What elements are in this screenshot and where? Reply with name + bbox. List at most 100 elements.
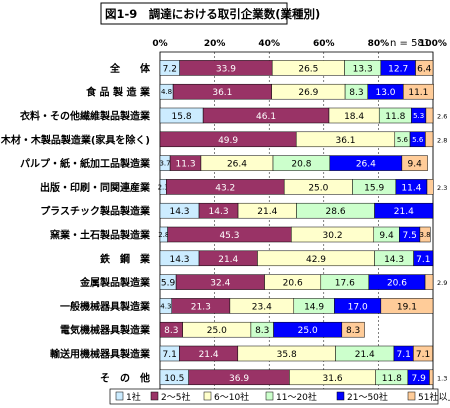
data-label: 8.3: [349, 88, 363, 98]
legend-label: 6～10社: [214, 391, 249, 403]
legend-swatch: [150, 391, 159, 401]
data-label: 26.4: [227, 160, 247, 170]
bar-segment: [401, 155, 428, 171]
data-label: 4.3: [160, 302, 171, 310]
data-label: 20.8: [291, 160, 311, 170]
chart-title-box: [100, 2, 288, 25]
legend-label: 2～5社: [161, 391, 190, 403]
category-label: 輸送用機械器具製造業: [50, 348, 151, 361]
legend-label: 51社以上: [418, 391, 450, 403]
data-label: 12.7: [388, 64, 408, 74]
data-label: 2.8: [158, 231, 169, 239]
data-label: 14.3: [209, 207, 229, 217]
data-label: 5.9: [161, 279, 176, 289]
data-label: 6.4: [417, 64, 432, 74]
data-label: 36.1: [335, 136, 355, 146]
bar-segment: [402, 83, 434, 100]
data-label: 1.3: [437, 374, 447, 382]
data-label: 25.0: [308, 183, 328, 193]
data-label: 33.9: [216, 64, 236, 74]
data-label: 20.6: [283, 279, 303, 289]
data-label: 9.4: [408, 160, 423, 170]
data-label: 7.1: [163, 350, 177, 360]
data-label: 31.6: [323, 374, 343, 384]
data-label: 8.3: [164, 326, 178, 336]
category-label: 出版・印刷・同関連産業: [40, 181, 151, 194]
data-label: 7.1: [416, 255, 430, 265]
data-label: 7.1: [416, 350, 430, 360]
category-label: 衣料・その他繊維製品製造業: [20, 110, 151, 123]
category-labels: 全 体食 品 製 造 業衣料・その他繊維製品製造業木材・木製品製造業(家具を除く…: [0, 62, 151, 384]
data-label: 3.8: [420, 231, 431, 239]
data-label: 18.4: [344, 112, 364, 122]
data-label: 2.3: [437, 184, 447, 192]
data-label: 21.4: [394, 207, 414, 217]
data-label: 2.8: [437, 136, 447, 144]
category-label: そ の 他: [100, 371, 150, 384]
bar-segment: [341, 321, 365, 338]
data-label: 23.4: [252, 302, 272, 312]
category-label: 窯業・土石製品製造業: [50, 229, 151, 242]
data-label: 14.9: [304, 302, 324, 312]
data-label: 49.9: [218, 136, 238, 146]
legend-label: 11～20社: [276, 391, 317, 403]
legend-swatch: [115, 391, 124, 401]
legend-swatch: [407, 391, 416, 401]
legend-swatch: [336, 391, 345, 401]
data-label: 42.9: [306, 255, 326, 265]
bar-segment: [425, 107, 434, 124]
legend-label: 21～50社: [347, 391, 388, 403]
x-tick-label: 0%: [152, 39, 167, 49]
category-label: 食 品 製 造 業: [85, 86, 151, 99]
category-label: 鉄 鋼 業: [100, 252, 151, 265]
x-tick-label: 100%: [419, 39, 447, 49]
legend-label: 1社: [126, 391, 141, 403]
category-label: 一般機械器具製造業: [60, 300, 151, 313]
data-label: 13.0: [375, 88, 395, 98]
data-label: 11.4: [401, 183, 421, 193]
bars: 7.2 33.9 26.5 13.3 12.7 6.4 4.8 36.1 26.9 8.3 13.0…: [158, 60, 447, 386]
data-label: 28.6: [326, 207, 346, 217]
data-label: 26.9: [298, 88, 318, 98]
data-label: 26.5: [298, 64, 318, 74]
data-label: 21.4: [218, 255, 238, 265]
data-label: 35.8: [277, 350, 297, 360]
data-label: 19.1: [397, 302, 417, 312]
data-label: 8.3: [346, 326, 360, 336]
data-label: 5.6: [397, 136, 409, 144]
data-label: 3.7: [159, 160, 170, 168]
data-label: 15.9: [364, 183, 384, 193]
data-label: 11.1: [408, 88, 428, 98]
data-label: 7.2: [163, 64, 177, 74]
data-label: 36.1: [212, 88, 232, 98]
bar-segment: [413, 345, 433, 362]
data-label: 17.6: [335, 279, 355, 289]
bar-segment: [415, 60, 434, 76]
data-label: 11.8: [385, 112, 405, 122]
bar-segment: [429, 369, 434, 386]
data-label: 21.4: [199, 350, 219, 360]
bar-segment: [424, 274, 434, 290]
data-label: 8.3: [255, 326, 269, 336]
category-label: プラスチック製品製造業: [40, 205, 151, 218]
data-label: 14.3: [169, 255, 189, 265]
category-label: 全 体: [109, 62, 151, 75]
legend: 1社 2～5社 6～10社 11～20社 21～50社 51社以上: [109, 388, 450, 405]
gridlines: [159, 51, 434, 390]
data-label: 7.5: [402, 231, 416, 241]
data-label: 21.4: [355, 350, 375, 360]
data-label: 7.1: [396, 350, 410, 360]
data-label: 9.4: [379, 231, 394, 241]
data-label: 14.3: [384, 255, 404, 265]
data-label: 7.9: [412, 374, 427, 384]
data-label: 21.3: [191, 302, 211, 312]
data-label: 26.4: [356, 160, 376, 170]
legend-frame: [109, 388, 439, 405]
category-label: 電気機械器具製造業: [60, 324, 151, 337]
plot-frame: [159, 51, 434, 390]
data-label: 43.2: [215, 183, 235, 193]
bar-segment: [426, 179, 434, 195]
data-label: 17.0: [348, 302, 368, 312]
legend-swatch: [203, 391, 212, 401]
